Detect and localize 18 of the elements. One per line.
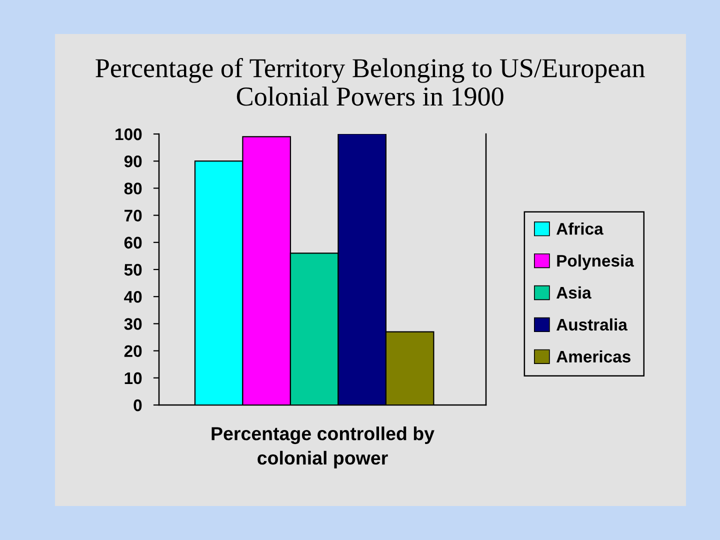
y-tick-label: 60 [124, 236, 142, 249]
y-tick-label: 80 [124, 182, 142, 194]
chart-title: Percentage of Territory Belonging to US/European Colonial Powers in 1900 [96, 58, 645, 106]
legend-label: Americas [556, 350, 630, 363]
y-tick-label: 30 [124, 318, 142, 330]
y-tick-label: 20 [124, 345, 142, 358]
y-tick-label: 50 [124, 264, 142, 276]
legend-label: Australia [556, 318, 628, 331]
y-tick-label: 90 [124, 156, 142, 168]
x-axis-title: Percentage controlled by colonial power [212, 426, 434, 468]
y-tick-label: 10 [124, 372, 142, 384]
y-tick-label: 40 [124, 291, 142, 303]
legend-label: Polynesia [557, 254, 634, 270]
y-tick-label: 100 [116, 128, 142, 140]
y-tick-label: 70 [124, 210, 142, 222]
legend-label: Asia [556, 286, 592, 299]
legend-label: Africa [556, 222, 604, 235]
y-tick-label: 0 [134, 399, 142, 412]
